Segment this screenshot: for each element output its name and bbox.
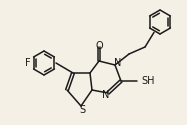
Text: F: F [25, 58, 31, 68]
Text: N: N [102, 90, 110, 100]
Text: SH: SH [141, 76, 154, 86]
Text: O: O [95, 41, 103, 51]
Text: N: N [114, 58, 122, 68]
Text: S: S [79, 105, 85, 115]
